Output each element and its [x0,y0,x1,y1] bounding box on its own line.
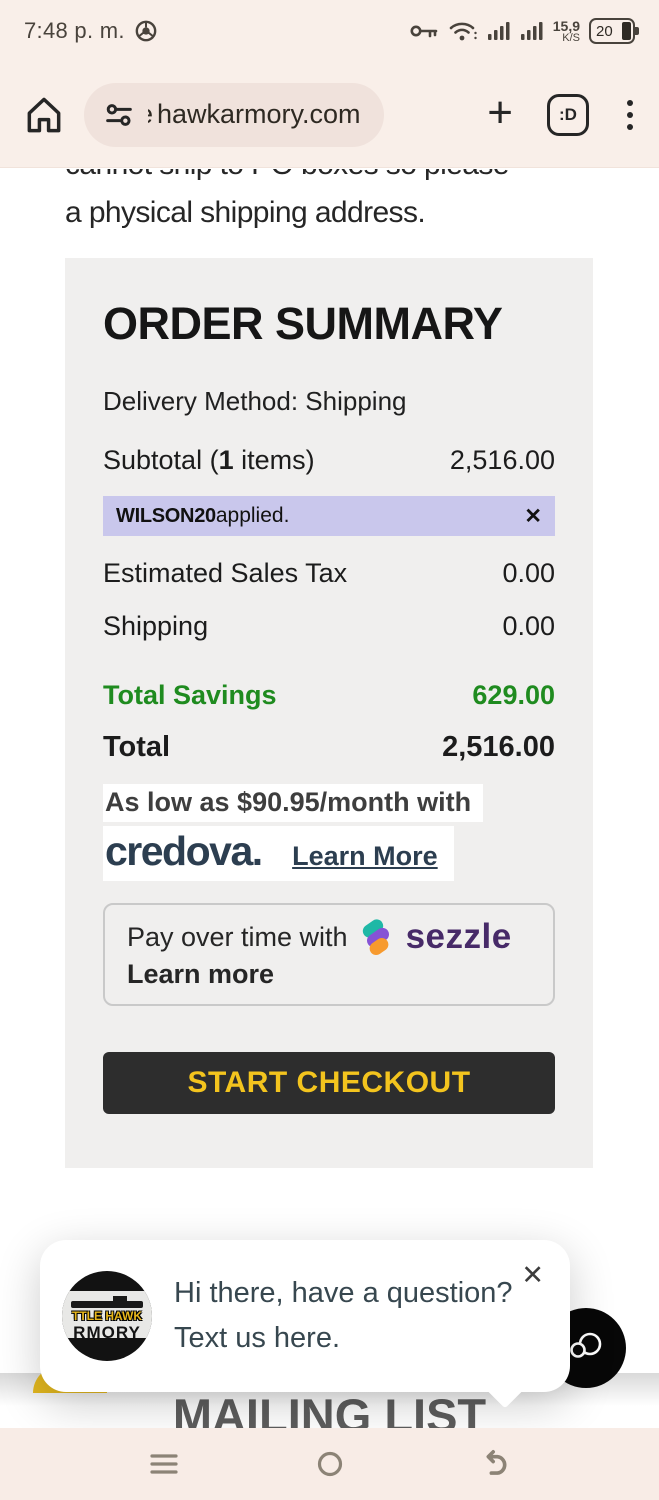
sezzle-learn-more-link[interactable]: Learn more [127,959,275,989]
subtotal-value: 2,516.00 [449,445,555,475]
shipping-notice-line1: cannot ship to PO boxes so please provid… [0,169,659,184]
browser-toolbar: e hawkarmory.com + :D [0,62,659,168]
home-button[interactable] [306,1440,354,1488]
financing-offer-text: As low as $90.95/month with [103,784,484,822]
battery-icon: 20 [589,18,639,44]
start-checkout-button[interactable]: START CHECKOUT [103,1052,555,1114]
shipping-value: 0.00 [502,611,555,641]
chat-line1: Hi there, have a question? [174,1277,513,1309]
chat-line2: Text us here. [174,1322,341,1354]
savings-label: Total Savings [103,680,277,710]
wifi-icon [448,19,478,43]
recents-button[interactable] [140,1440,188,1488]
tax-row: Estimated Sales Tax 0.00 [103,558,555,589]
chat-greeting-card[interactable]: TTLE HAWK RMORY Hi there, have a questio… [40,1240,570,1409]
savings-row: Total Savings 629.00 [103,680,555,711]
total-row: Total 2,516.00 [103,731,555,764]
total-label: Total [103,731,171,763]
subtotal-label: Subtotal (1 items) [103,445,315,475]
savings-value: 629.00 [472,680,555,710]
chrome-notification-icon [135,20,157,42]
order-summary-title: ORDER SUMMARY [103,298,503,349]
vpn-key-icon [409,20,439,42]
total-value: 2,516.00 [442,731,555,763]
page-content: cannot ship to PO boxes so please provid… [0,169,659,1373]
signal-bars-icon-sim2 [520,19,544,43]
clock: 7:48 p. m. [24,18,125,43]
subtotal-row: Subtotal (1 items) 2,516.00 [103,445,555,476]
home-icon[interactable] [22,93,66,137]
coupon-banner: WILSON20 applied. ✕ [103,496,555,536]
sezzle-pay-text: Pay over time with [127,921,348,952]
coupon-applied-text: applied. [215,504,290,527]
sezzle-widget[interactable]: Pay over time with sezzle Learn more [103,903,555,1006]
address-bar[interactable]: e hawkarmory.com [84,82,384,147]
chat-bubbles-icon [563,1325,609,1371]
chat-avatar: TTLE HAWK RMORY [62,1271,152,1361]
signal-bars-icon-sim1 [487,19,511,43]
url-text: hawkarmory.com [157,99,361,129]
credova-logo: credova. [105,828,263,874]
network-speed: 15,9 K/S [552,17,580,44]
android-nav-bar [0,1428,659,1500]
status-bar: 7:48 p. m. [0,0,659,62]
shipping-notice-line2: a physical shipping address. [65,196,426,229]
sezzle-logo-icon [359,916,394,958]
credova-learn-more-link[interactable]: Learn More [292,841,438,871]
item-count: 1 [218,445,234,475]
sezzle-brand-text: sezzle [405,917,512,956]
url-clipped-prefix: e [148,99,156,130]
browser-menu-icon[interactable] [623,96,637,134]
tax-value: 0.00 [502,558,555,588]
coupon-remove-icon[interactable]: ✕ [524,504,542,528]
tab-switcher-button[interactable]: :D [547,93,589,136]
new-tab-icon[interactable]: + [487,87,513,137]
delivery-method: Delivery Method: Shipping [103,386,407,416]
tune-icon[interactable] [102,98,136,132]
order-summary-panel: ORDER SUMMARY Delivery Method: Shipping … [65,258,593,1168]
chat-close-icon[interactable]: ✕ [521,1260,544,1290]
rifle-graphic [71,1295,143,1308]
back-button[interactable] [471,1440,519,1488]
shipping-label: Shipping [103,611,209,641]
coupon-code: WILSON20 [116,504,216,527]
tax-label: Estimated Sales Tax [103,558,348,588]
credova-row: credova. Learn More [103,826,454,881]
shipping-row: Shipping 0.00 [103,611,555,642]
